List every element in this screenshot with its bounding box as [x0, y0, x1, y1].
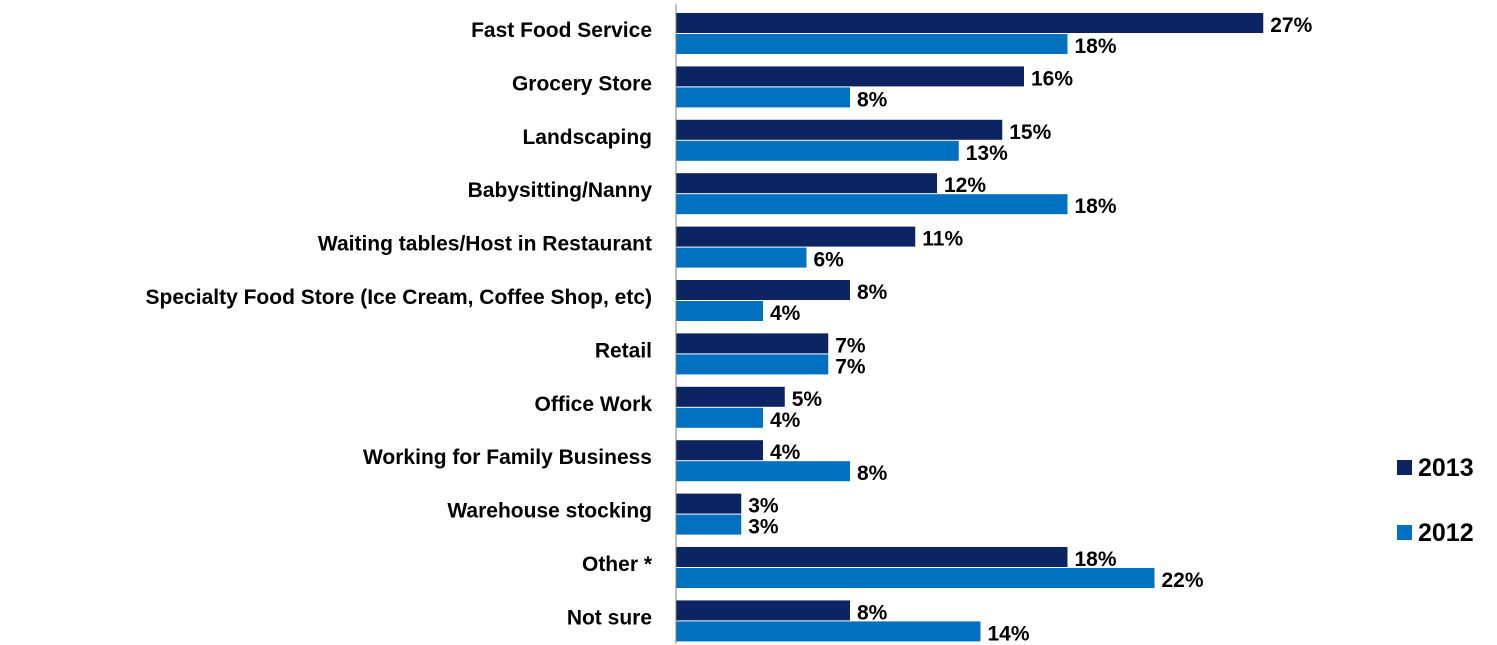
bar-2013-retail: [676, 333, 829, 354]
bar-2012-working-for-family-business: [676, 461, 850, 482]
value-label-2013-office-work: 5%: [792, 388, 823, 411]
category-labels: Fast Food Service Grocery Store Landscapin…: [146, 19, 653, 629]
category-label-grocery-store: Grocery Store: [512, 72, 652, 95]
legend-label-2012: 2012: [1418, 519, 1474, 547]
value-label-2013-warehouse-stocking: 3%: [748, 495, 779, 518]
bar-2013-grocery-store: [676, 66, 1024, 87]
bar-2012-other: [676, 568, 1155, 588]
value-label-2013-grocery-store: 16%: [1031, 67, 1073, 90]
category-label-retail: Retail: [595, 339, 652, 362]
bars: [676, 13, 1264, 642]
bar-2013-landscaping: [676, 119, 1003, 140]
value-label-2012-babysitting-nanny: 18%: [1075, 195, 1117, 218]
value-label-2012-other: 22%: [1162, 569, 1204, 592]
bar-2012-waiting-tables-host-in-restaurant: [676, 247, 807, 268]
legend-swatch-2012: [1397, 525, 1412, 540]
value-label-2013-babysitting-nanny: 12%: [944, 174, 986, 197]
bar-2012-landscaping: [676, 140, 959, 161]
value-label-2013-not-sure: 8%: [857, 601, 888, 624]
value-label-2013-specialty-food-store-ice-cream-coffee-shop-etc: 8%: [857, 281, 888, 304]
value-label-2012-landscaping: 13%: [966, 142, 1008, 165]
value-label-2012-working-for-family-business: 8%: [857, 462, 888, 485]
value-labels: 27%18%16%8%15%13%12%18%11%6%8%4%7%7%5%4%…: [748, 14, 1312, 645]
bar-2012-office-work: [676, 407, 763, 428]
bar-2013-other: [676, 547, 1068, 567]
bar-2013-fast-food-service: [676, 13, 1264, 33]
value-label-2013-landscaping: 15%: [1009, 121, 1051, 144]
bar-2013-specialty-food-store-ice-cream-coffee-shop-etc: [676, 280, 850, 300]
value-label-2012-fast-food-service: 18%: [1075, 35, 1117, 58]
value-label-2013-retail: 7%: [835, 334, 866, 357]
bar-2013-warehouse-stocking: [676, 493, 742, 514]
value-label-2012-specialty-food-store-ice-cream-coffee-shop-etc: 4%: [770, 302, 801, 325]
bar-2012-warehouse-stocking: [676, 514, 742, 535]
bar-2012-not-sure: [676, 621, 981, 642]
bar-2012-grocery-store: [676, 87, 850, 108]
value-label-2012-not-sure: 14%: [988, 622, 1030, 645]
category-label-working-for-family-business: Working for Family Business: [363, 446, 652, 469]
category-label-office-work: Office Work: [535, 393, 653, 416]
value-label-2012-office-work: 4%: [770, 409, 801, 432]
bar-2012-fast-food-service: [676, 34, 1068, 54]
category-label-not-sure: Not sure: [567, 606, 652, 629]
value-label-2013-waiting-tables-host-in-restaurant: 11%: [922, 228, 963, 251]
value-label-2013-fast-food-service: 27%: [1270, 14, 1312, 37]
value-label-2012-retail: 7%: [835, 355, 866, 378]
category-label-waiting-tables-host-in-restaurant: Waiting tables/Host in Restaurant: [318, 233, 652, 256]
value-label-2012-waiting-tables-host-in-restaurant: 6%: [814, 249, 845, 272]
bar-2012-retail: [676, 354, 829, 375]
bar-2012-specialty-food-store-ice-cream-coffee-shop-etc: [676, 301, 763, 321]
value-label-2012-warehouse-stocking: 3%: [748, 516, 779, 539]
bar-2013-not-sure: [676, 600, 850, 621]
bar-2013-babysitting-nanny: [676, 173, 937, 194]
category-label-babysitting-nanny: Babysitting/Nanny: [468, 179, 653, 202]
category-label-fast-food-service: Fast Food Service: [471, 19, 652, 42]
category-label-specialty-food-store-ice-cream-coffee-shop-etc: Specialty Food Store (Ice Cream, Coffee …: [146, 286, 652, 309]
value-label-2013-working-for-family-business: 4%: [770, 441, 801, 464]
legend-swatch-2013: [1397, 460, 1412, 475]
legend: 2013 2012: [1397, 454, 1474, 547]
bar-2013-waiting-tables-host-in-restaurant: [676, 226, 916, 247]
legend-label-2013: 2013: [1418, 454, 1474, 482]
value-label-2012-grocery-store: 8%: [857, 88, 888, 111]
bar-2013-working-for-family-business: [676, 440, 763, 461]
value-label-2013-other: 18%: [1075, 548, 1117, 571]
category-label-warehouse-stocking: Warehouse stocking: [447, 500, 652, 523]
bar-2013-office-work: [676, 386, 785, 407]
category-label-landscaping: Landscaping: [522, 126, 652, 149]
category-label-other: Other *: [582, 553, 653, 576]
bar-2012-babysitting-nanny: [676, 194, 1068, 215]
